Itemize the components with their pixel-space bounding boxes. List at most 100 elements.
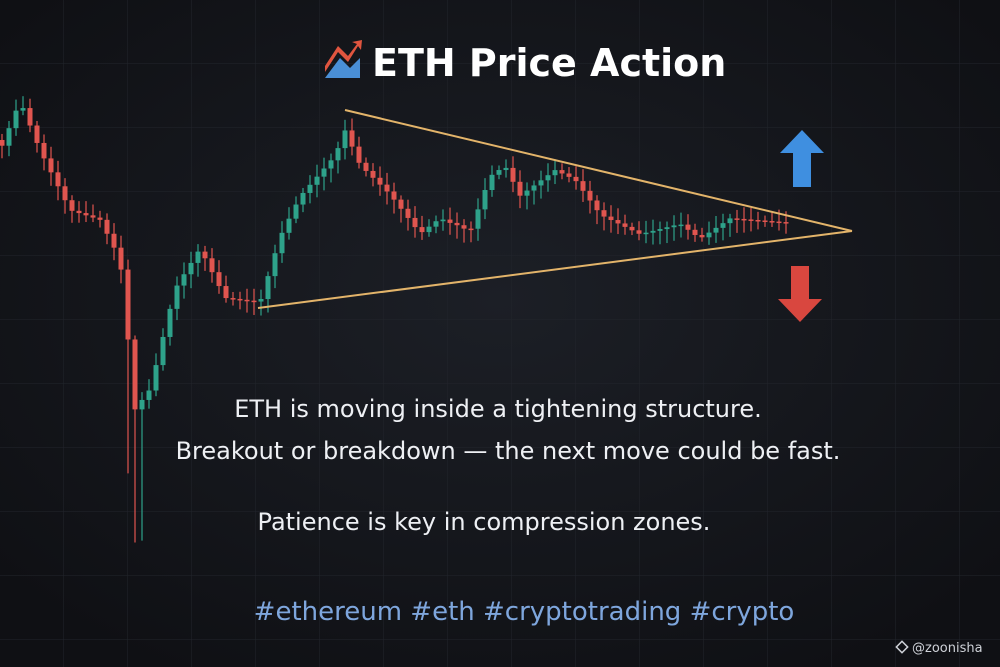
candle-body [398,199,404,209]
candle-body [258,298,264,302]
candle-body [531,185,537,191]
candle-body [41,142,47,159]
candle-body [391,191,397,200]
hashtags: #ethereum #eth #cryptotrading #crypto [254,597,795,627]
candle-body [146,390,152,400]
candle-body [90,215,96,218]
candle-body [69,200,75,211]
candle-body [643,232,649,235]
watermark: @zoonisha [912,641,983,656]
candle-body [433,221,439,227]
candle-body [300,192,306,205]
candle-body [370,170,376,178]
candle-body [503,167,509,171]
candle-body [608,216,614,221]
candle-body [356,146,362,163]
candle-body [741,218,747,221]
candle-body [622,223,628,227]
title: ETH Price Action [372,41,726,85]
candle-body [174,285,180,309]
candle-body [566,173,572,177]
candle-body [104,219,110,234]
candle-body [671,225,677,228]
body-line: ETH is moving inside a tightening struct… [234,395,762,423]
candle-body [783,222,789,224]
candle-body [237,298,243,301]
candle-body [419,227,425,233]
candle-body [545,175,551,181]
candle-body [188,262,194,275]
candle-body [223,286,229,299]
candle-body [328,160,334,169]
candle-body [195,251,201,263]
candle-body [76,210,82,214]
candle-body [468,228,474,231]
candle-body [181,274,187,286]
candle-body [377,177,383,185]
candle-body [706,232,712,238]
candle-body [62,186,68,201]
candle-body [265,276,271,299]
upper-trendline [344,109,853,232]
candle-body [664,227,670,230]
candle-body [0,140,5,146]
candle-body [97,217,103,220]
up-arrow [780,130,824,187]
candle-body [762,220,768,223]
candle-body [517,181,523,196]
candle-body [286,218,292,233]
candle-body [734,218,740,220]
candle-body [335,148,341,161]
candle-body [363,162,369,171]
candle-body [524,190,530,196]
candle-body [727,218,733,224]
candle-body [125,269,131,340]
body-note: Patience is key in compression zones. [258,508,711,536]
candle-body [6,128,12,146]
candle-body [755,219,761,222]
candle-body [496,170,502,175]
candle-body [454,222,460,226]
candle-body [776,221,782,224]
candle-body [307,184,313,193]
candle-body [27,108,33,126]
candle-body [139,399,145,410]
candle-body [55,172,61,187]
candle-body [321,168,327,177]
candle-body [685,224,691,230]
candlestick-decoration [0,96,789,543]
candle-body [629,226,635,231]
candle-body [349,130,355,147]
candle-body [475,209,481,229]
candle-body [111,233,117,248]
candle-body [713,227,719,233]
candle-body [209,258,215,273]
candle-body [384,184,390,192]
candle-body [272,253,278,277]
candle-body [720,223,726,228]
candle-body [118,247,124,270]
candle-body [552,170,558,176]
candle-body [244,299,250,302]
candle-body [251,300,257,303]
candle-body [230,298,236,300]
candle-body [412,217,418,228]
candle-body [538,180,544,186]
candle-body [202,251,208,259]
candle-body [13,110,19,129]
candle-body [153,365,159,391]
title-icon [325,40,362,78]
lower-trendline [257,230,853,309]
watermark-icon [895,640,909,654]
candle-body [510,167,516,182]
candle-body [573,176,579,182]
candle-body [160,336,166,366]
down-arrow [778,266,822,322]
candle-body [216,272,222,287]
candle-body [650,230,656,233]
candle-body [447,219,453,223]
candle-body [748,219,754,221]
candle-body [580,181,586,191]
